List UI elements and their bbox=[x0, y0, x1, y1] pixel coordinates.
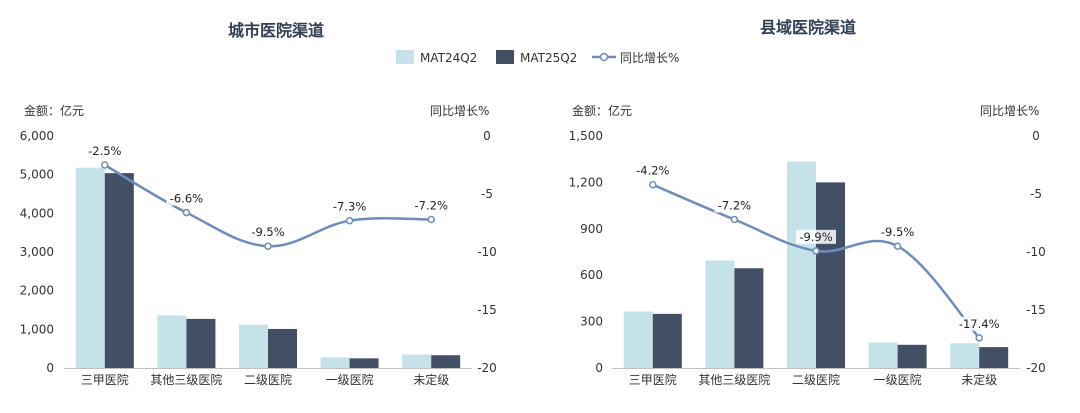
growth-point bbox=[649, 180, 657, 189]
y-axis-unit-city: 金额：亿元 bbox=[24, 103, 84, 118]
growth-point bbox=[427, 215, 435, 224]
category-label: 二级医院 bbox=[244, 373, 292, 387]
bar-mat24q2 bbox=[623, 311, 653, 368]
y2-axis-unit-county: 同比增长% bbox=[980, 104, 1039, 118]
growth-label-bg bbox=[329, 199, 370, 214]
growth-point bbox=[893, 242, 902, 250]
bar-mat25q2 bbox=[816, 182, 845, 368]
growth-point bbox=[812, 247, 820, 255]
legend-label-mat24q2: MAT24Q2 bbox=[420, 51, 477, 65]
growth-label-bg bbox=[796, 229, 836, 244]
growth-data-label: -4.2% bbox=[636, 164, 669, 178]
growth-data-label: -17.4% bbox=[959, 317, 1000, 331]
bar-mat24q2 bbox=[75, 167, 105, 368]
category-label: 一级医院 bbox=[326, 373, 374, 387]
y2-tick-label: -10 bbox=[1026, 245, 1046, 259]
y2-tick-label: -15 bbox=[477, 303, 497, 317]
growth-label-bg bbox=[714, 198, 755, 213]
bar-mat24q2 bbox=[787, 161, 816, 368]
y-tick-label: 1,200 bbox=[569, 175, 603, 189]
y-tick-label: 300 bbox=[580, 315, 603, 329]
bar-mat24q2 bbox=[320, 357, 350, 368]
y2-tick-label: -15 bbox=[1026, 303, 1046, 317]
chart-city: 0 1,000 2,000 3,000 4,000 5,000 6,000 0 -5 -10 -15… bbox=[20, 129, 497, 387]
growth-point bbox=[182, 208, 191, 217]
y-tick-label: 1,000 bbox=[20, 322, 54, 336]
y-tick-label: 2,000 bbox=[20, 284, 54, 298]
growth-label-bg bbox=[411, 198, 452, 213]
growth-point bbox=[975, 334, 983, 342]
y-tick-label: 5,000 bbox=[20, 168, 54, 182]
growth-data-label: -9.5% bbox=[881, 225, 914, 239]
bar-mat25q2 bbox=[431, 355, 461, 368]
growth-label-bg bbox=[955, 316, 1003, 331]
y-axis-unit-county: 金额：亿元 bbox=[572, 103, 632, 118]
y2-axis-unit-city: 同比增长% bbox=[430, 104, 489, 118]
legend: MAT24Q2 MAT25Q2 同比增长% bbox=[396, 50, 679, 65]
category-label: 未定级 bbox=[961, 372, 997, 387]
bar-mat25q2 bbox=[979, 347, 1009, 368]
y2-tick-label: -10 bbox=[477, 245, 497, 259]
category-label: 三甲医院 bbox=[629, 373, 677, 387]
legend-swatch-mat25q2 bbox=[496, 50, 514, 64]
y2-tick-label: -5 bbox=[1030, 187, 1042, 201]
growth-point bbox=[345, 216, 354, 225]
bar-mat24q2 bbox=[705, 260, 735, 368]
chart-title-county: 县域医院渠道 bbox=[760, 18, 856, 37]
bar-mat24q2 bbox=[157, 315, 187, 368]
category-label: 未定级 bbox=[413, 372, 449, 387]
bar-mat25q2 bbox=[897, 344, 927, 368]
growth-data-label: -6.6% bbox=[170, 192, 203, 206]
growth-data-label: -7.2% bbox=[718, 199, 751, 213]
y-tick-label: 0 bbox=[46, 361, 54, 375]
growth-data-label: -2.5% bbox=[88, 144, 121, 158]
y2-tick-label: -20 bbox=[1026, 361, 1046, 375]
y2-tick-label: -20 bbox=[477, 361, 497, 375]
bar-mat25q2 bbox=[734, 268, 764, 368]
category-label: 其他三级医院 bbox=[150, 373, 222, 387]
legend-swatch-mat24q2 bbox=[396, 50, 414, 64]
growth-label-bg bbox=[248, 225, 288, 240]
growth-data-label: -7.2% bbox=[415, 199, 448, 213]
growth-data-label: -9.9% bbox=[799, 230, 832, 244]
bar-mat25q2 bbox=[349, 358, 379, 368]
bar-mat25q2 bbox=[652, 313, 682, 368]
growth-data-label: -9.5% bbox=[251, 225, 284, 239]
legend-swatch-growth-marker bbox=[599, 52, 609, 62]
y-tick-label: 600 bbox=[580, 268, 603, 282]
y-tick-label: 0 bbox=[595, 361, 603, 375]
bar-mat24q2 bbox=[868, 342, 898, 368]
bar-mat24q2 bbox=[239, 324, 268, 368]
category-label: 二级医院 bbox=[792, 373, 840, 387]
category-label: 其他三级医院 bbox=[698, 373, 770, 387]
bar-mat25q2 bbox=[186, 318, 216, 368]
growth-point bbox=[730, 215, 739, 224]
y-tick-label: 3,000 bbox=[20, 245, 54, 259]
category-label: 三甲医院 bbox=[81, 373, 129, 387]
chart-title-city: 城市医院渠道 bbox=[228, 21, 324, 40]
growth-label-bg bbox=[84, 144, 125, 158]
growth-label-bg bbox=[877, 225, 918, 240]
growth-point bbox=[264, 242, 272, 250]
y2-tick-label: 0 bbox=[483, 129, 491, 143]
legend-label-mat25q2: MAT25Q2 bbox=[520, 51, 577, 65]
category-label: 一级医院 bbox=[874, 373, 922, 387]
growth-label-bg bbox=[632, 163, 673, 178]
y-tick-label: 900 bbox=[580, 222, 603, 236]
y-tick-label: 1,500 bbox=[569, 129, 603, 143]
growth-label-bg bbox=[166, 191, 207, 206]
y2-tick-label: 0 bbox=[1032, 129, 1040, 143]
growth-data-label: -7.3% bbox=[333, 200, 366, 214]
y-tick-label: 6,000 bbox=[20, 129, 54, 143]
y2-tick-label: -5 bbox=[481, 187, 493, 201]
chart-county: 0 300 600 900 1,200 1,500 0 -5 -10 -15 -20 三甲医院 其他三级… bbox=[569, 129, 1046, 387]
bar-mat24q2 bbox=[402, 354, 432, 368]
growth-point bbox=[101, 161, 109, 169]
bar-mat24q2 bbox=[950, 343, 980, 368]
bar-mat25q2 bbox=[268, 328, 297, 368]
y-tick-label: 4,000 bbox=[20, 206, 54, 220]
legend-label-growth: 同比增长% bbox=[620, 51, 679, 65]
bar-mat25q2 bbox=[104, 173, 134, 368]
